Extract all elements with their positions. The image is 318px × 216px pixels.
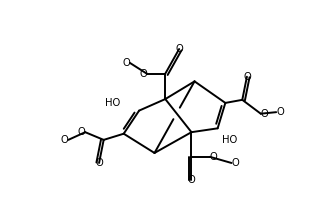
Text: O: O — [188, 175, 195, 185]
Text: O: O — [232, 158, 239, 168]
Text: O: O — [276, 107, 284, 117]
Text: O: O — [60, 135, 68, 145]
Text: HO: HO — [105, 98, 121, 108]
Text: O: O — [243, 72, 251, 82]
Text: O: O — [261, 109, 268, 119]
Text: O: O — [95, 158, 103, 168]
Text: O: O — [122, 58, 130, 68]
Text: HO: HO — [222, 135, 238, 145]
Text: O: O — [139, 69, 147, 79]
Text: O: O — [175, 44, 183, 54]
Text: O: O — [210, 152, 218, 162]
Text: O: O — [78, 127, 85, 137]
